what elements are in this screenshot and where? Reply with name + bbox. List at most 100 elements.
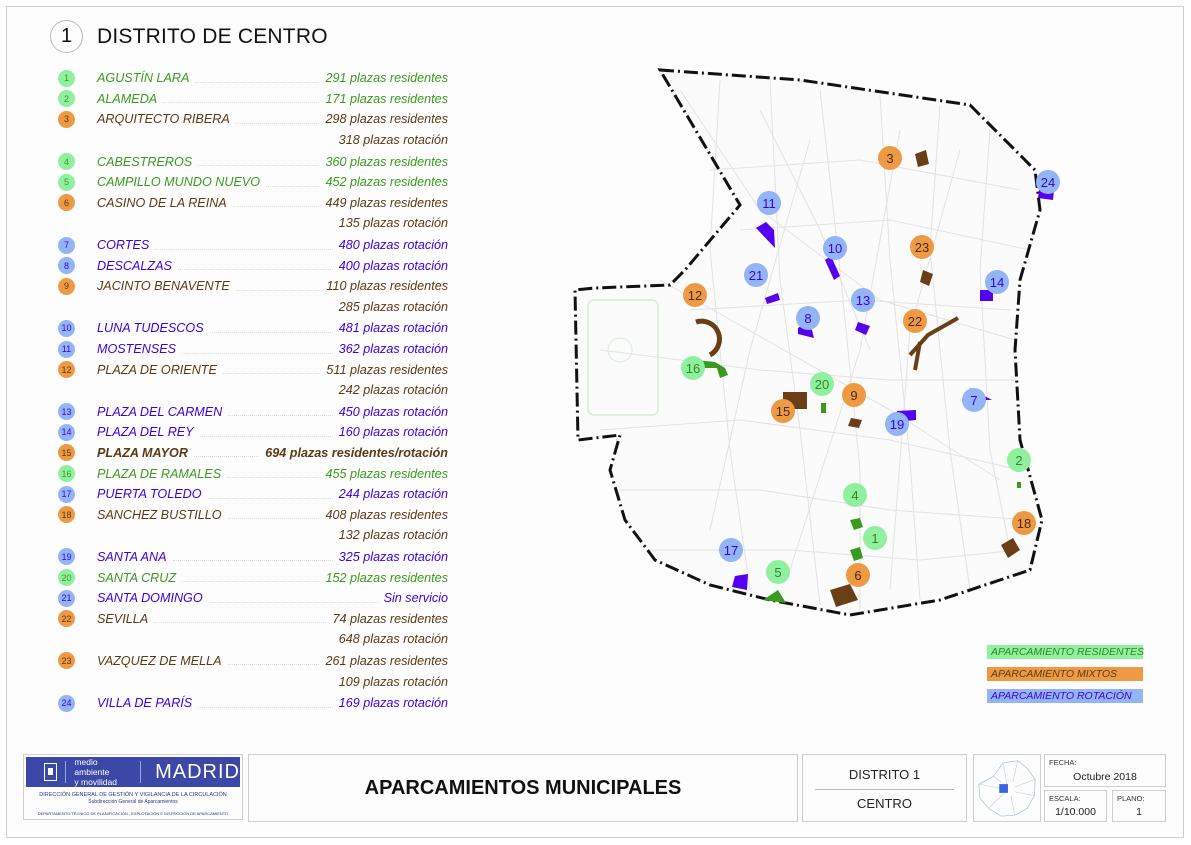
parking-number-badge: 8 — [58, 257, 75, 275]
parking-list-item[interactable]: 7 CORTES 480 plazas rotación — [58, 235, 448, 256]
parking-capacity: 171 plazas residentes — [325, 91, 448, 106]
parking-number-badge: 18 — [58, 506, 75, 524]
map-marker-16[interactable]: 16 — [681, 356, 705, 380]
parking-list-item[interactable]: 17 PUERTA TOLEDO 244 plazas rotación — [58, 484, 448, 505]
sheet-block: PLANO: 1 — [1112, 790, 1166, 822]
parking-list-item[interactable]: 15 PLAZA MAYOR 694 plazas residentes/rotac… — [58, 443, 448, 464]
parking-name: JACINTO BENAVENTE — [97, 279, 230, 294]
leader-dots — [235, 122, 320, 124]
parking-list-item[interactable]: 1 AGUSTÍN LARA 291 plazas residentes — [58, 68, 448, 89]
leader-dots — [182, 352, 333, 354]
parking-number-badge: 3 — [58, 110, 75, 128]
map-marker-5[interactable]: 5 — [766, 560, 790, 584]
parking-capacity: 110 plazas residentes — [326, 279, 448, 294]
map-marker-11[interactable]: 11 — [757, 191, 781, 215]
parking-list-item[interactable]: 11 MOSTENSES 362 plazas rotación — [58, 339, 448, 360]
leader-dots — [198, 165, 320, 167]
parking-list-item[interactable]: 8 DESCALZAS 400 plazas rotación — [58, 255, 448, 276]
logo-divider — [140, 761, 142, 783]
parking-capacity: 261 plazas residentes — [325, 653, 448, 668]
map-marker-17[interactable]: 17 — [719, 538, 743, 562]
parking-capacity: 694 plazas residentes/rotación — [265, 445, 448, 460]
map-marker-8[interactable]: 8 — [796, 306, 820, 330]
parking-list-item[interactable]: 23 VAZQUEZ DE MELLA 261 plazas residentes — [58, 651, 448, 672]
parking-list-item[interactable]: 12 PLAZA DE ORIENTE 511 plazas residentes — [58, 359, 448, 380]
parking-list-item[interactable]: 6 CASINO DE LA REINA 449 plazas residentes — [58, 193, 448, 214]
parking-number-badge: 15 — [58, 444, 75, 462]
scale-block: ESCALA: 1/10.000 — [1044, 790, 1107, 822]
map-marker-9[interactable]: 9 — [842, 383, 866, 407]
map-marker-13[interactable]: 13 — [851, 288, 875, 312]
parking-list-item[interactable]: 13 PLAZA DEL CARMEN 450 plazas rotación — [58, 402, 448, 423]
parking-name: PLAZA DEL REY — [97, 425, 194, 440]
parking-capacity: 648 plazas rotación — [338, 632, 448, 647]
parking-capacity: 298 plazas residentes — [325, 112, 448, 127]
leader-dots — [227, 477, 320, 479]
map-marker-19[interactable]: 19 — [885, 412, 909, 436]
parking-name: PUERTA TOLEDO — [97, 487, 202, 502]
parking-list-item[interactable]: 19 SANTA ANA 325 plazas rotación — [58, 547, 448, 568]
map-marker-3[interactable]: 3 — [878, 146, 902, 170]
map-marker-2[interactable]: 2 — [1007, 448, 1031, 472]
map-marker-15[interactable]: 15 — [771, 399, 795, 423]
parking-number-badge: 17 — [58, 485, 75, 503]
parking-list-item[interactable]: 4 CABESTREROS 360 plazas residentes — [58, 151, 448, 172]
map-marker-1[interactable]: 1 — [863, 526, 887, 550]
map-marker-18[interactable]: 18 — [1012, 511, 1036, 535]
parking-capacity: 480 plazas rotación — [338, 238, 448, 253]
map-marker-10[interactable]: 10 — [823, 236, 847, 260]
legend-residentes: APARCAMIENTO RESIDENTES — [987, 645, 1144, 659]
parking-number-badge: 19 — [58, 548, 75, 566]
main-title-block: APARCAMIENTOS MUNICIPALES — [248, 754, 798, 822]
parking-list-item[interactable]: 21 SANTA DOMINGO Sin servicio — [58, 588, 448, 609]
parking-number-badge: 11 — [58, 340, 75, 358]
parking-capacity: 449 plazas residentes — [325, 195, 448, 210]
map-marker-6[interactable]: 6 — [846, 563, 870, 587]
parking-list-item[interactable]: 22 SEVILLA 74 plazas residentes — [58, 608, 448, 629]
leader-dots — [198, 706, 333, 708]
district-title: 1 DISTRITO DE CENTRO — [50, 20, 328, 53]
map-marker-22[interactable]: 22 — [903, 309, 927, 333]
logo-city: MADRID — [155, 760, 240, 783]
map-marker-4[interactable]: 4 — [843, 483, 867, 507]
parking-list-item[interactable]: 10 LUNA TUDESCOS 481 plazas rotación — [58, 318, 448, 339]
parking-name: CASINO DE LA REINA — [97, 195, 227, 210]
map-marker-14[interactable]: 14 — [985, 270, 1009, 294]
district-map[interactable]: 1 2 3 4 5 6 7 8 9 10 11 12 13 14 15 16 17 18 19 20 21 22 23 24 — [560, 50, 1120, 630]
parking-list: 1 AGUSTÍN LARA 291 plazas residentes 2 ALAME… — [58, 68, 448, 713]
parking-list-item[interactable]: 5 CAMPILLO MUNDO NUEVO 452 plazas resident… — [58, 172, 448, 193]
logo-department-line1: medio ambiente — [74, 757, 110, 777]
parking-list-item[interactable]: 24 VILLA DE PARÍS 169 plazas rotación — [58, 693, 448, 714]
district-number-label: DISTRITO 1 — [848, 767, 921, 782]
parking-list-item[interactable]: 14 PLAZA DEL REY 160 plazas rotación — [58, 422, 448, 443]
main-title: APARCAMIENTOS MUNICIPALES — [364, 776, 682, 799]
parking-name: PLAZA MAYOR — [97, 445, 188, 460]
parking-shapes — [695, 150, 1055, 607]
leader-dots — [208, 601, 378, 603]
logo-direction: DIRECCIÓN GENERAL DE GESTIÓN Y VIGILANCI… — [39, 792, 227, 798]
leader-dots — [177, 269, 333, 271]
park-area — [587, 299, 659, 416]
parking-list-item[interactable]: 20 SANTA CRUZ 152 plazas residentes — [58, 567, 448, 588]
parking-capacity: 160 plazas rotación — [338, 425, 448, 440]
parking-capacity: 362 plazas rotación — [338, 342, 448, 357]
legend-mixtos: APARCAMIENTO MIXTOS — [987, 667, 1143, 681]
map-marker-7[interactable]: 7 — [962, 388, 986, 412]
parking-list-item[interactable]: 16 PLAZA DE RAMALES 455 plazas residentes — [58, 463, 448, 484]
map-marker-12[interactable]: 12 — [683, 283, 707, 307]
parking-list-item[interactable]: 2 ALAMEDA 171 plazas residentes — [58, 89, 448, 110]
parking-list-item[interactable]: 18 SANCHEZ BUSTILLO 408 plazas residentes — [58, 504, 448, 525]
map-legend: APARCAMIENTO RESIDENTES APARCAMIENTO MIX… — [987, 645, 1144, 711]
parking-capacity-extra: 318 plazas rotación — [58, 130, 448, 151]
leader-dots — [163, 102, 320, 104]
map-marker-24[interactable]: 24 — [1036, 170, 1060, 194]
parking-list-item[interactable]: 3 ARQUITECTO RIBERA 298 plazas residentes — [58, 109, 448, 130]
map-marker-21[interactable]: 21 — [744, 263, 768, 287]
parking-list-item[interactable]: 9 JACINTO BENAVENTE 110 plazas residentes — [58, 276, 448, 297]
map-marker-20[interactable]: 20 — [810, 372, 834, 396]
parking-number-badge: 1 — [58, 69, 75, 87]
parking-name: SANCHEZ BUSTILLO — [97, 507, 222, 522]
parking-name: AGUSTÍN LARA — [97, 71, 190, 86]
leader-dots — [227, 518, 320, 520]
map-marker-23[interactable]: 23 — [910, 235, 934, 259]
